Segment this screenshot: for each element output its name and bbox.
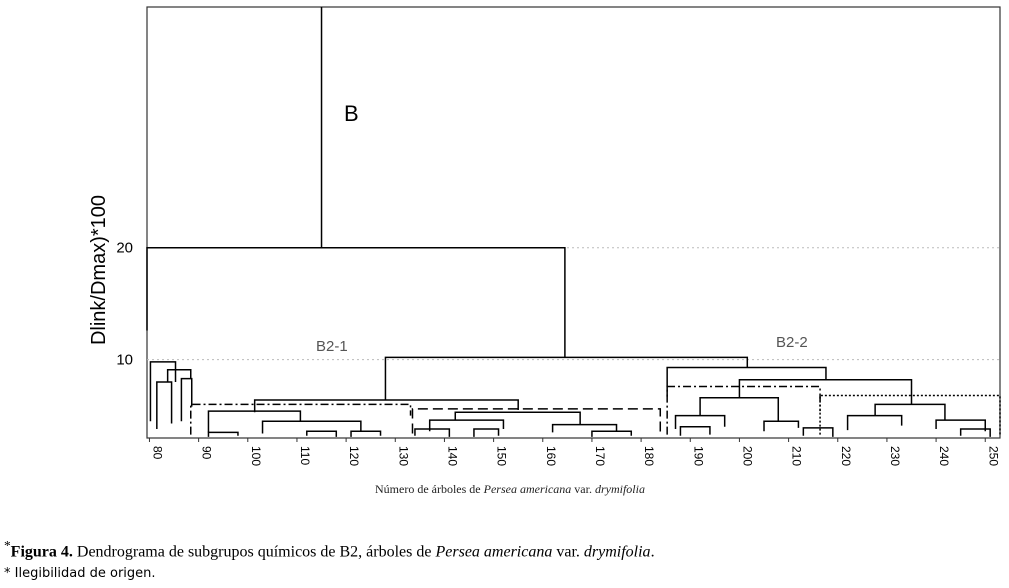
link xyxy=(674,414,726,430)
link xyxy=(190,403,412,435)
link xyxy=(738,379,913,405)
annotation: B2-2 xyxy=(776,334,808,351)
x-tick-label: 250 xyxy=(986,446,1000,466)
link xyxy=(180,377,193,422)
link xyxy=(166,368,192,383)
link xyxy=(261,420,362,434)
link xyxy=(428,419,505,432)
x-tick-label: 180 xyxy=(642,446,656,466)
link xyxy=(149,361,177,422)
text: drymifolia xyxy=(583,543,651,561)
caption: *Figura 4. Dendrograma de subgrupos quím… xyxy=(4,538,655,561)
link xyxy=(959,428,991,437)
text: var. xyxy=(552,543,584,561)
x-tick-label: 140 xyxy=(445,446,459,466)
plot-frame xyxy=(146,6,1001,439)
link xyxy=(763,420,800,432)
annotation: B xyxy=(344,101,359,126)
chart: Dlink/Dmax)*100 B B2-1 B2-2 10 20 80 90 100 1… xyxy=(88,6,1001,466)
link xyxy=(819,394,1001,435)
link xyxy=(802,427,834,437)
link xyxy=(414,428,451,437)
text: Dendrograma de subgrupos químicos de B2,… xyxy=(72,543,436,561)
link xyxy=(384,356,749,400)
annotation: B2-1 xyxy=(316,338,348,355)
link xyxy=(350,430,382,437)
x-tick-label: 220 xyxy=(839,446,853,466)
y-tick-label: 10 xyxy=(116,352,133,369)
x-tick-label: 150 xyxy=(495,446,509,466)
link xyxy=(156,381,173,430)
text: Persea americana xyxy=(435,543,553,561)
link xyxy=(146,246,566,358)
x-tick-label: 170 xyxy=(593,446,607,466)
link xyxy=(874,403,946,421)
x-tick-label: 100 xyxy=(249,446,263,466)
text: Número de árboles de xyxy=(375,482,484,496)
text: * xyxy=(4,538,11,553)
x-tick-label: 190 xyxy=(691,446,705,466)
link xyxy=(935,419,987,432)
x-tick-label: 230 xyxy=(888,446,902,466)
link xyxy=(591,430,633,437)
link xyxy=(699,396,780,422)
x-tick-label: 240 xyxy=(937,446,951,466)
x-tick-label: 210 xyxy=(790,446,804,466)
x-tick-label: 130 xyxy=(396,446,410,466)
link xyxy=(666,366,827,397)
x-tick-label: 120 xyxy=(347,446,361,466)
text: drymifolia xyxy=(594,482,645,496)
link xyxy=(551,423,618,433)
text: . xyxy=(650,543,655,561)
x-tick-label: 90 xyxy=(200,446,214,460)
x-tick-label: 200 xyxy=(740,446,754,466)
link xyxy=(679,426,711,436)
link xyxy=(253,399,519,413)
link xyxy=(207,431,239,437)
x-tick-label: 110 xyxy=(298,446,312,465)
x-axis-label: Número de árboles de Persea americana va… xyxy=(375,482,645,497)
text: var. xyxy=(571,482,595,496)
link xyxy=(454,411,581,425)
y-tick-label: 20 xyxy=(116,240,133,257)
link xyxy=(666,385,821,435)
link xyxy=(846,414,903,431)
link xyxy=(207,410,302,433)
y-axis-label: Dlink/Dmax)*100 xyxy=(88,195,110,345)
text: Figura 4. xyxy=(10,543,73,561)
link xyxy=(306,430,338,437)
link xyxy=(473,428,500,437)
note: * Ilegibilidad de origen. xyxy=(4,566,156,581)
x-tick-label: 80 xyxy=(150,446,164,460)
x-tick-label: 160 xyxy=(544,446,558,466)
text: Persea americana xyxy=(483,482,572,496)
